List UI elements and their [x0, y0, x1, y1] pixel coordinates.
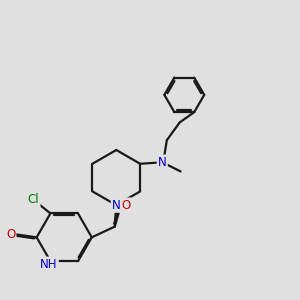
- Text: O: O: [6, 228, 15, 241]
- Text: NH: NH: [40, 258, 58, 271]
- Text: N: N: [158, 156, 167, 169]
- Text: Cl: Cl: [28, 193, 39, 206]
- Text: O: O: [122, 199, 131, 212]
- Text: N: N: [112, 199, 121, 212]
